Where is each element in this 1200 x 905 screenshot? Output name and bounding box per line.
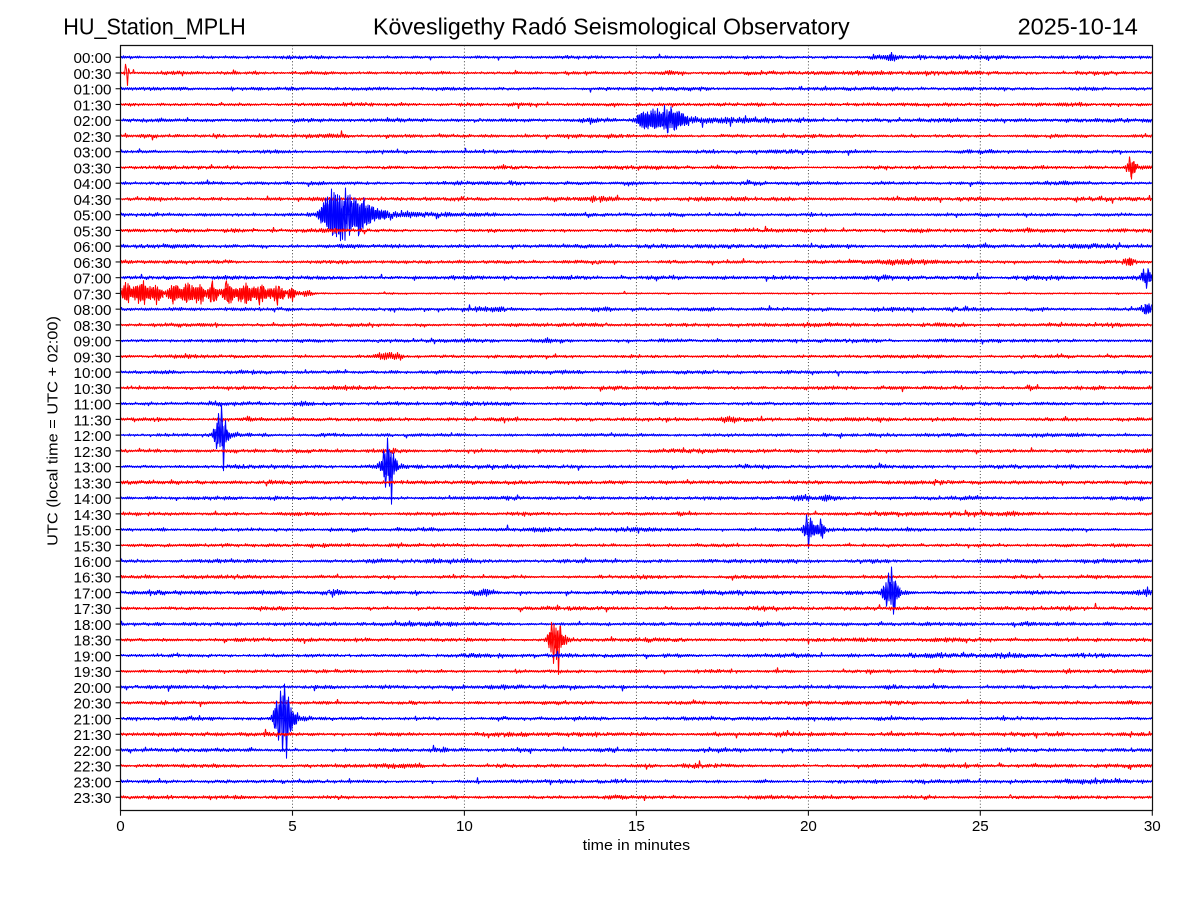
svg-text:15:30: 15:30 [74,539,112,555]
svg-text:01:30: 01:30 [74,98,112,114]
svg-text:HU_Station_MPLH: HU_Station_MPLH [63,14,245,40]
svg-text:0: 0 [116,818,124,835]
svg-text:03:30: 03:30 [74,161,112,177]
svg-text:23:30: 23:30 [74,791,112,807]
svg-text:02:30: 02:30 [74,130,112,146]
svg-text:18:00: 18:00 [74,618,112,634]
svg-text:06:00: 06:00 [74,240,112,256]
svg-text:19:30: 19:30 [74,665,112,681]
svg-text:01:00: 01:00 [74,83,112,99]
svg-text:05:30: 05:30 [74,224,112,240]
svg-text:21:00: 21:00 [74,712,112,728]
svg-text:08:30: 08:30 [74,319,112,335]
svg-text:03:00: 03:00 [74,146,112,162]
svg-text:06:30: 06:30 [74,256,112,272]
svg-text:13:00: 13:00 [74,461,112,477]
svg-text:20: 20 [800,818,817,835]
svg-text:25: 25 [972,818,989,835]
svg-text:23:00: 23:00 [74,775,112,791]
svg-text:Kövesligethy Radó Seismologica: Kövesligethy Radó Seismological Observat… [373,14,850,40]
svg-text:16:00: 16:00 [74,555,112,571]
svg-text:11:30: 11:30 [74,413,112,429]
svg-text:02:00: 02:00 [74,114,112,130]
svg-text:05:00: 05:00 [74,209,112,225]
svg-text:2025-10-14: 2025-10-14 [1018,14,1138,40]
svg-text:12:30: 12:30 [74,445,112,461]
svg-text:17:30: 17:30 [74,602,112,618]
svg-text:UTC (local time = UTC + 02:00): UTC (local time = UTC + 02:00) [46,316,62,546]
svg-text:20:00: 20:00 [74,681,112,697]
svg-text:16:30: 16:30 [74,571,112,587]
svg-text:00:30: 00:30 [74,67,112,83]
svg-text:10:30: 10:30 [74,382,112,398]
svg-text:18:30: 18:30 [74,634,112,650]
svg-text:5: 5 [288,818,296,835]
svg-text:21:30: 21:30 [74,728,112,744]
svg-text:15: 15 [628,818,645,835]
svg-text:22:30: 22:30 [74,760,112,776]
svg-text:04:00: 04:00 [74,177,112,193]
svg-text:17:00: 17:00 [74,586,112,602]
svg-text:09:30: 09:30 [74,350,112,366]
svg-text:15:00: 15:00 [74,524,112,540]
svg-text:19:00: 19:00 [74,649,112,665]
svg-text:30: 30 [1144,818,1161,835]
svg-text:10:00: 10:00 [74,366,112,382]
svg-text:10: 10 [456,818,473,835]
svg-text:11:00: 11:00 [74,398,112,414]
svg-text:14:00: 14:00 [74,492,112,508]
svg-text:13:30: 13:30 [74,476,112,492]
svg-text:04:30: 04:30 [74,193,112,209]
svg-text:14:30: 14:30 [74,508,112,524]
svg-text:07:30: 07:30 [74,287,112,303]
svg-text:22:00: 22:00 [74,744,112,760]
svg-text:20:30: 20:30 [74,697,112,713]
svg-text:time in minutes: time in minutes [583,838,691,854]
svg-text:07:00: 07:00 [74,272,112,288]
svg-text:09:00: 09:00 [74,335,112,351]
svg-text:12:00: 12:00 [74,429,112,445]
svg-text:00:00: 00:00 [74,51,112,67]
svg-text:08:00: 08:00 [74,303,112,319]
